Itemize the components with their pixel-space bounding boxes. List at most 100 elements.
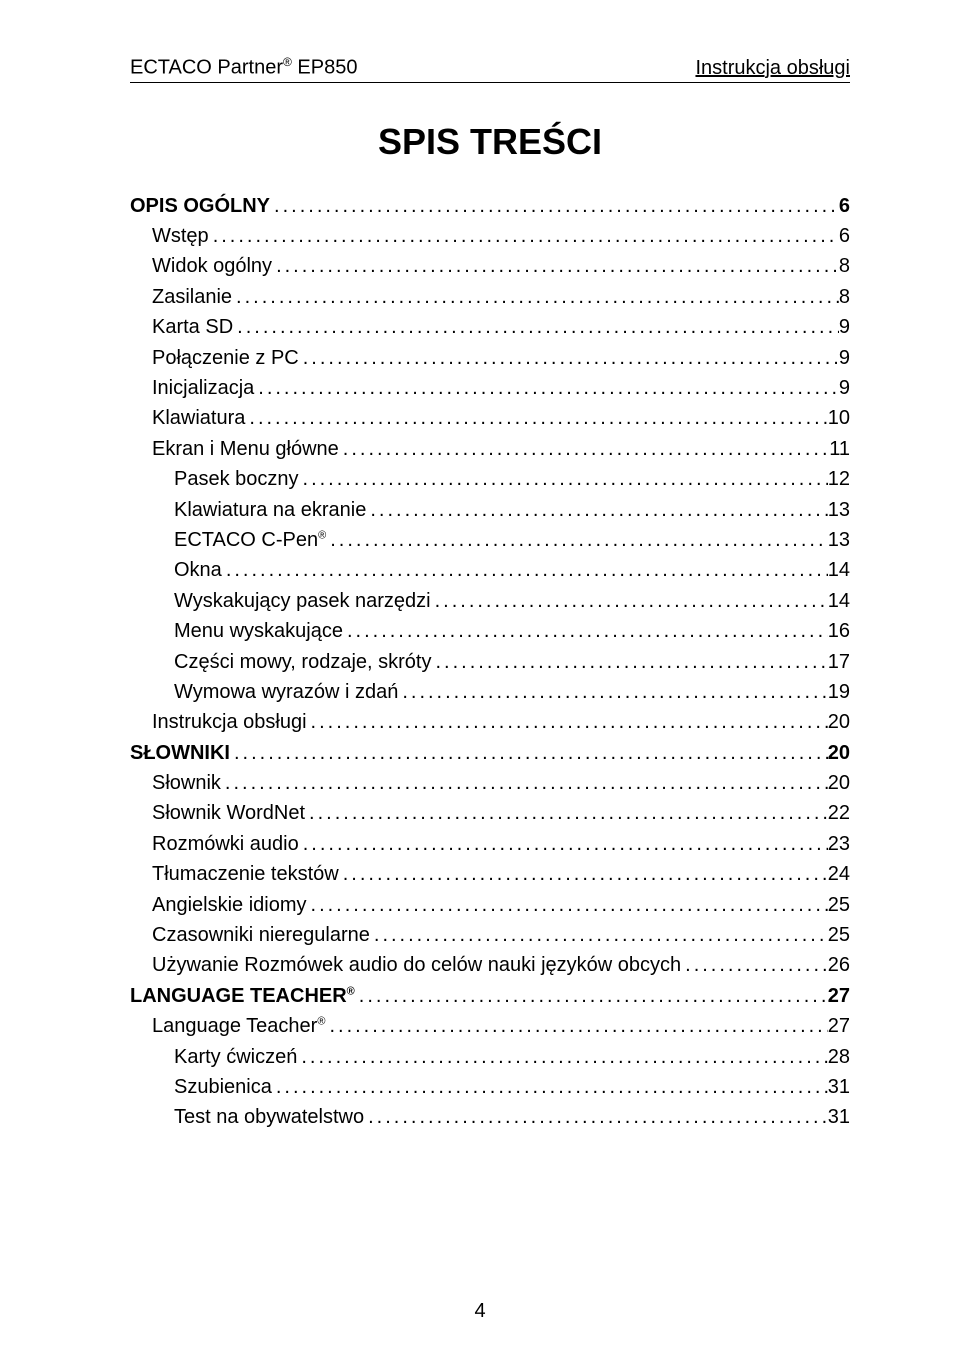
toc-dots	[307, 707, 828, 737]
toc-page: 31	[828, 1072, 850, 1102]
toc-dots	[307, 890, 828, 920]
toc-label: Szubienica	[130, 1072, 272, 1102]
toc-page: 12	[828, 464, 850, 494]
toc-label: Pasek boczny	[130, 464, 299, 494]
toc-row: Angielskie idiomy 25	[130, 890, 850, 920]
toc-row: Klawiatura na ekranie 13	[130, 495, 850, 525]
toc-row: Language Teacher® 27	[130, 1011, 850, 1041]
header-left-prefix: ECTACO Partner	[130, 57, 283, 79]
toc-dots	[431, 586, 828, 616]
toc-dots	[325, 1011, 827, 1041]
toc-row: LANGUAGE TEACHER® 27	[130, 981, 850, 1011]
toc-page: 14	[828, 555, 850, 585]
toc-dots	[299, 464, 828, 494]
toc-dots	[431, 647, 827, 677]
toc-page: 6	[839, 221, 850, 251]
toc-label: SŁOWNIKI	[130, 738, 230, 768]
toc-dots	[366, 495, 827, 525]
toc-dots	[299, 343, 839, 373]
toc-label: Słownik WordNet	[130, 798, 305, 828]
toc-page: 25	[828, 890, 850, 920]
toc-dots	[272, 251, 839, 281]
toc-dots	[222, 555, 828, 585]
toc-label: Test na obywatelstwo	[130, 1102, 364, 1132]
toc-row: Słownik 20	[130, 768, 850, 798]
toc-dots	[326, 525, 828, 555]
toc-row: Okna 14	[130, 555, 850, 585]
toc-row: Pasek boczny 12	[130, 464, 850, 494]
toc-label: Części mowy, rodzaje, skróty	[130, 647, 431, 677]
toc-page: 8	[839, 282, 850, 312]
toc-dots	[398, 677, 827, 707]
toc-label: Ekran i Menu główne	[130, 434, 339, 464]
toc-page: 24	[828, 859, 850, 889]
toc-row: Szubienica 31	[130, 1072, 850, 1102]
toc-page: 11	[829, 434, 850, 464]
toc-page: 19	[828, 677, 850, 707]
toc-dots	[343, 616, 828, 646]
toc-row: Wyskakujący pasek narzędzi 14	[130, 586, 850, 616]
toc-label: Zasilanie	[130, 282, 232, 312]
toc-label: Okna	[130, 555, 222, 585]
toc-row: Części mowy, rodzaje, skróty 17	[130, 647, 850, 677]
toc-row: Karta SD 9	[130, 312, 850, 342]
toc-row: Menu wyskakujące 16	[130, 616, 850, 646]
toc-label: Wstęp	[130, 221, 209, 251]
toc-dots	[297, 1042, 827, 1072]
toc-dots	[272, 1072, 828, 1102]
table-of-contents: OPIS OGÓLNY 6Wstęp 6Widok ogólny 8Zasila…	[130, 191, 850, 1133]
toc-row: Karty ćwiczeń 28	[130, 1042, 850, 1072]
toc-page: 27	[828, 1011, 850, 1041]
toc-label: Używanie Rozmówek audio do celów nauki j…	[130, 950, 681, 980]
toc-row: Klawiatura 10	[130, 403, 850, 433]
toc-dots	[305, 798, 828, 828]
toc-label: Karty ćwiczeń	[130, 1042, 297, 1072]
toc-dots	[233, 312, 839, 342]
toc-page: 13	[828, 495, 850, 525]
toc-row: SŁOWNIKI 20	[130, 738, 850, 768]
toc-row: ECTACO C-Pen® 13	[130, 525, 850, 555]
toc-label: Rozmówki audio	[130, 829, 299, 859]
toc-label: Karta SD	[130, 312, 233, 342]
toc-page: 13	[828, 525, 850, 555]
toc-page: 22	[828, 798, 850, 828]
header-right: Instrukcja obsługi	[695, 57, 850, 80]
toc-row: Zasilanie 8	[130, 282, 850, 312]
toc-page: 9	[839, 343, 850, 373]
toc-row: Ekran i Menu główne 11	[130, 434, 850, 464]
toc-label: Czasowniki nieregularne	[130, 920, 370, 950]
toc-dots	[339, 434, 829, 464]
toc-dots	[245, 403, 827, 433]
toc-dots	[370, 920, 828, 950]
header-left-reg: ®	[283, 55, 292, 69]
toc-label-sup: ®	[347, 985, 355, 997]
toc-page: 28	[828, 1042, 850, 1072]
toc-row: Test na obywatelstwo 31	[130, 1102, 850, 1132]
toc-dots	[299, 829, 828, 859]
toc-label: Inicjalizacja	[130, 373, 254, 403]
toc-label: Instrukcja obsługi	[130, 707, 307, 737]
toc-label: Wymowa wyrazów i zdań	[130, 677, 398, 707]
toc-page: 26	[828, 950, 850, 980]
toc-row: Rozmówki audio 23	[130, 829, 850, 859]
toc-dots	[232, 282, 839, 312]
toc-label: Słownik	[130, 768, 221, 798]
toc-row: Połączenie z PC 9	[130, 343, 850, 373]
toc-page: 17	[828, 647, 850, 677]
toc-label: Language Teacher®	[130, 1011, 325, 1041]
toc-page: 10	[828, 403, 850, 433]
toc-label: OPIS OGÓLNY	[130, 191, 270, 221]
toc-page: 23	[828, 829, 850, 859]
toc-row: Wstęp 6	[130, 221, 850, 251]
toc-label: Menu wyskakujące	[130, 616, 343, 646]
toc-label: Angielskie idiomy	[130, 890, 307, 920]
toc-row: Inicjalizacja 9	[130, 373, 850, 403]
toc-dots	[221, 768, 828, 798]
toc-row: Tłumaczenie tekstów 24	[130, 859, 850, 889]
toc-dots	[355, 981, 828, 1011]
toc-page: 20	[828, 738, 850, 768]
toc-label-sup: ®	[318, 529, 326, 541]
toc-dots	[364, 1102, 828, 1132]
toc-label: Widok ogólny	[130, 251, 272, 281]
main-title: SPIS TREŚCI	[130, 121, 850, 163]
